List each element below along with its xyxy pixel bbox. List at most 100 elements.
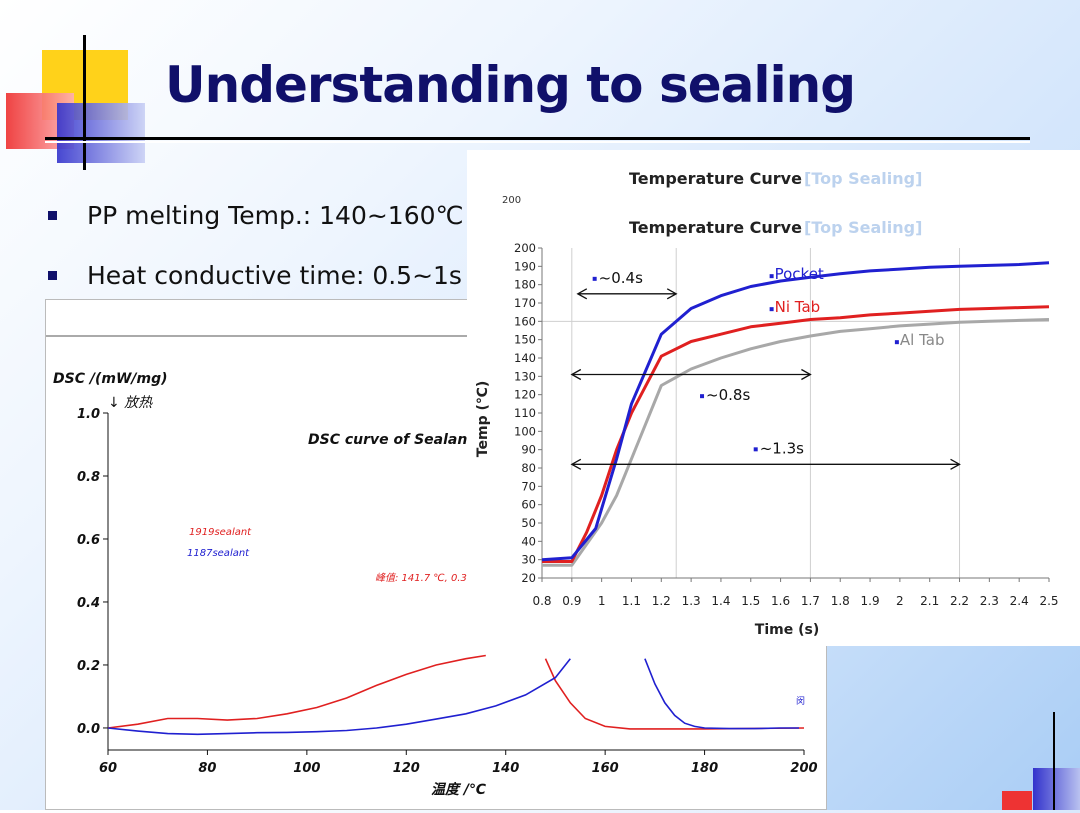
temp-series-line-pocket xyxy=(541,261,1050,562)
title-rule xyxy=(45,137,1030,140)
temp-series xyxy=(541,261,1050,567)
deco-corner-line xyxy=(1053,712,1055,810)
temp-x-tick-label: 1.8 xyxy=(831,594,850,608)
dsc-legend-1187: 1187sealant xyxy=(187,548,250,559)
temp-arrow-head xyxy=(666,288,678,300)
temp-arrow-head xyxy=(801,368,812,381)
temp-x-tick-label: 1.9 xyxy=(861,594,880,608)
bullet-text: PP melting Temp.: 140~160℃ xyxy=(87,200,464,230)
dsc-y-tick-label: 0.6 xyxy=(77,533,100,548)
dsc-series-line-1187sealant xyxy=(107,658,571,736)
dsc-title: DSC curve of Sealant-R xyxy=(308,432,491,448)
temp-arrow-head xyxy=(576,288,588,300)
dsc-x-tick-label: 200 xyxy=(790,761,817,776)
title-rule-highlight xyxy=(45,141,1030,143)
temp-series-label: Pocket xyxy=(775,265,824,283)
temp-series-line-al-tab xyxy=(542,318,1050,567)
dsc-end-marker: 闵 xyxy=(796,695,805,707)
temp-title-repeat: Temperature Curve xyxy=(629,218,802,237)
temp-title-tag: [Top Sealing] xyxy=(804,169,922,188)
dsc-ylabel: DSC /(mW/mg) xyxy=(53,371,168,387)
bullet-square-icon xyxy=(48,210,57,220)
temp-duration-marker xyxy=(700,394,705,399)
temp-title: Temperature Curve xyxy=(629,169,802,188)
temp-y-tick-label: 100 xyxy=(514,424,536,438)
temp-x-tick-label: 1.5 xyxy=(741,594,760,608)
temp-y-tick-label: 30 xyxy=(521,553,536,567)
temp-duration-label: ~0.4s xyxy=(599,269,643,287)
bullet-item: Heat conductive time: 0.5~1s xyxy=(48,245,464,305)
temp-series-label: Al Tab xyxy=(900,331,945,349)
dsc-legend-1919: 1919sealant xyxy=(189,527,252,538)
dsc-x-tick-label: 80 xyxy=(198,761,216,776)
temp-y-tick-label: 190 xyxy=(514,259,536,273)
temp-x-tick-label: 2.2 xyxy=(950,594,969,608)
temp-duration-marker xyxy=(753,447,758,452)
temp-series-line-ni-tab xyxy=(542,305,1050,563)
temp-y-tick-label: 160 xyxy=(514,314,536,328)
temp-y-tick-label: 170 xyxy=(514,296,536,310)
temp-x-tick-label: 1.7 xyxy=(801,594,820,608)
temperature-chart-panel: Temperature Curve [Top Sealing] 200 Temp… xyxy=(467,150,1080,646)
temp-duration-marker xyxy=(592,276,597,281)
deco-corner-red xyxy=(1002,791,1032,810)
temp-x-tick-label: 0.9 xyxy=(562,594,581,608)
temp-y-tick-label: 130 xyxy=(514,369,536,383)
dsc-y-tick-label: 0.8 xyxy=(77,470,100,485)
temp-y-tick-label: 180 xyxy=(514,278,536,292)
bullet-list: PP melting Temp.: 140~160℃ Heat conducti… xyxy=(48,185,464,305)
temp-y-tick-label: 120 xyxy=(514,388,536,402)
deco-vertical-line xyxy=(83,35,86,170)
temp-duration-label: ~0.8s xyxy=(706,386,750,404)
bullet-square-icon xyxy=(48,270,57,280)
temp-x-tick-label: 1.2 xyxy=(652,594,671,608)
dsc-series-line-1187sealant_tail xyxy=(644,658,799,730)
temp-y-tick-label: 110 xyxy=(514,406,536,420)
dsc-y-tick-label: 0.4 xyxy=(77,596,100,611)
temp-ylabel: Temp (℃) xyxy=(475,381,491,457)
deco-corner-blue xyxy=(1033,768,1080,810)
temp-label-marker xyxy=(894,340,899,345)
bullet-text: Heat conductive time: 0.5~1s xyxy=(87,260,462,290)
deco-blue-square xyxy=(57,103,145,163)
dsc-x-tick-label: 180 xyxy=(691,761,718,776)
temp-arrow-head xyxy=(570,458,582,470)
temp-arrow-head xyxy=(950,458,961,470)
temp-x-tick-label: 2.5 xyxy=(1039,594,1058,608)
temp-y-tick-label: 200 xyxy=(514,241,536,255)
temp-x-tick-label: 2.4 xyxy=(1010,594,1029,608)
temp-axes: 20 30 40 50 60 70 80 90 100 110 120 130 140 150 160 170… xyxy=(514,241,1059,608)
dsc-x-tick-label: 120 xyxy=(393,761,420,776)
temp-title-overlap: 200 xyxy=(502,195,521,206)
temp-x-tick-label: 1.1 xyxy=(622,594,641,608)
dsc-peak-annotation: 峰值: 141.7 ℃, 0.391 xyxy=(375,572,480,584)
temp-x-tick-label: 1.6 xyxy=(771,594,790,608)
dsc-y-tick-label: 1.0 xyxy=(77,407,100,422)
temp-label-marker xyxy=(769,307,774,312)
temp-x-tick-label: 1 xyxy=(598,594,606,608)
temp-x-tick-label: 1.3 xyxy=(682,594,701,608)
dsc-x-tick-label: 140 xyxy=(492,761,519,776)
dsc-xlabel: 温度 /℃ xyxy=(431,781,486,798)
temp-arrow-head xyxy=(570,368,582,381)
dsc-x-tick-label: 60 xyxy=(99,761,117,776)
temp-series-label: Ni Tab xyxy=(775,298,821,316)
dsc-series-line-1919sealant_tail xyxy=(544,658,805,730)
temp-label-marker xyxy=(769,274,774,279)
temp-y-tick-label: 60 xyxy=(521,498,536,512)
page-title: Understanding to sealing xyxy=(165,56,856,114)
temp-y-tick-label: 90 xyxy=(521,443,536,457)
temp-y-tick-label: 150 xyxy=(514,333,536,347)
bullet-item: PP melting Temp.: 140~160℃ xyxy=(48,185,464,245)
temp-y-tick-label: 80 xyxy=(521,461,536,475)
temp-x-tick-label: 2.1 xyxy=(920,594,939,608)
temp-duration-label: ~1.3s xyxy=(760,439,804,457)
dsc-y-tick-label: 0.2 xyxy=(77,659,100,674)
temp-title-tag-repeat: [Top Sealing] xyxy=(804,218,922,237)
temp-annotations: Pocket Ni Tab Al Tab ~0.4s ~0.8s ~1.3s xyxy=(570,265,961,470)
dsc-x-tick-label: 160 xyxy=(592,761,619,776)
temp-y-tick-label: 40 xyxy=(521,534,536,548)
temp-xlabel: Time (s) xyxy=(755,622,819,638)
temp-x-tick-label: 0.8 xyxy=(532,594,551,608)
